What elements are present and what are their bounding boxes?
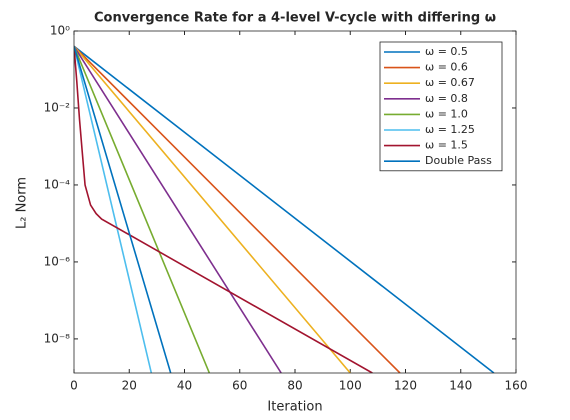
chart-title: Convergence Rate for a 4-level V-cycle w… [94, 11, 496, 26]
x-tick-label: 80 [287, 379, 302, 393]
series-line [74, 45, 282, 373]
legend-label: ω = 1.0 [425, 107, 468, 120]
x-axis-label: Iteration [267, 400, 322, 415]
series-line [74, 46, 172, 373]
y-tick-label: 10⁰ [50, 24, 70, 38]
plot-frame [73, 30, 517, 374]
legend-label: ω = 0.5 [425, 45, 468, 58]
series-line [74, 46, 211, 373]
legend-label: Double Pass [425, 154, 492, 167]
y-axis-label: L₂ Norm [15, 177, 30, 229]
x-tick-label: 120 [394, 379, 417, 393]
x-tick-label: 0 [70, 379, 78, 393]
y-tick-label: 10⁻⁸ [44, 331, 71, 345]
legend-label: ω = 0.8 [425, 92, 468, 105]
legend-box [379, 41, 503, 172]
legend-label: ω = 0.6 [425, 61, 468, 74]
series-line [74, 45, 495, 373]
legend-label: ω = 0.67 [425, 76, 475, 89]
y-tick-label: 10⁻⁴ [44, 177, 71, 191]
x-tick-label: 140 [449, 379, 472, 393]
x-tick-label: 160 [505, 379, 528, 393]
x-tick-label: 60 [232, 379, 247, 393]
x-tick-label: 100 [339, 379, 362, 393]
series-line [74, 46, 153, 373]
legend-label: ω = 1.25 [425, 123, 475, 136]
y-tick-label: 10⁻⁶ [44, 254, 71, 268]
series-line [74, 45, 401, 373]
legend-label: ω = 1.5 [425, 139, 468, 152]
series-line [74, 45, 351, 373]
x-tick-label: 20 [122, 379, 137, 393]
series-line [74, 46, 373, 373]
y-tick-label: 10⁻² [44, 100, 71, 114]
x-tick-label: 40 [177, 379, 192, 393]
